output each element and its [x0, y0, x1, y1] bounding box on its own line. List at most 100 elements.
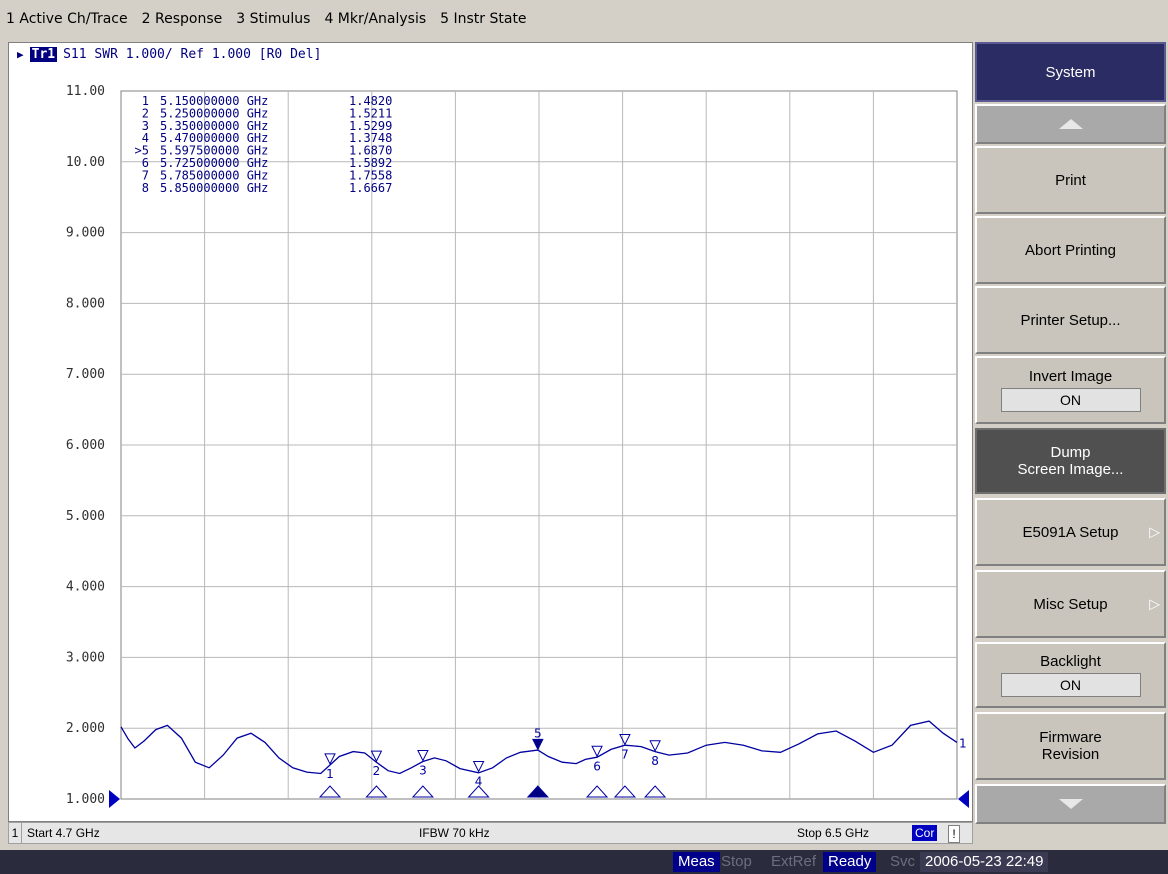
- status-ready: Ready: [823, 852, 877, 872]
- marker-position-indicator-icon: [526, 785, 549, 798]
- channel-status-bar: 1 Start 4.7 GHz IFBW 70 kHz Stop 6.5 GHz…: [8, 822, 973, 844]
- chart-panel[interactable]: 11.00 10.00 9.000 8.000 7.000 6.000 5.000 4.000…: [8, 42, 973, 822]
- marker-table-value: 1.4820: [349, 94, 392, 108]
- stop-frequency: Stop 6.5 GHz: [797, 826, 870, 840]
- channel-number: 1: [9, 823, 22, 843]
- misc-setup-button[interactable]: Misc Setup ▷: [975, 570, 1166, 638]
- y-tick-label: 9.000: [66, 226, 105, 241]
- status-meas: Meas: [673, 852, 720, 872]
- menu-response[interactable]: 2 Response: [141, 11, 223, 27]
- status-stop: Stop: [721, 853, 752, 870]
- marker-triangle-icon: [649, 740, 661, 752]
- marker-triangle-icon: [472, 760, 485, 773]
- trace-badge[interactable]: Tr1: [29, 46, 58, 62]
- y-tick-label: 8.000: [66, 296, 105, 311]
- submenu-arrow-icon: ▷: [1149, 523, 1160, 540]
- backlight-button[interactable]: Backlight ON: [975, 642, 1166, 708]
- marker-position-indicator-icon: [411, 785, 435, 798]
- firmware-label: Firmware: [1039, 729, 1102, 746]
- menu-stimulus[interactable]: 3 Stimulus: [236, 11, 311, 27]
- softkey-title: System: [975, 42, 1166, 102]
- marker-number-label: 1: [326, 767, 334, 781]
- start-frequency: Start 4.7 GHz: [27, 826, 100, 840]
- marker-table-number: 4: [142, 131, 149, 145]
- marker-table-frequency: 5.150000000 GHz: [160, 94, 268, 108]
- marker-table-frequency: 5.470000000 GHz: [160, 131, 268, 145]
- marker-position-indicator-icon: [613, 785, 637, 798]
- warning-indicator: !: [948, 825, 960, 843]
- y-tick-label: 4.000: [66, 580, 105, 595]
- e5091a-setup-button[interactable]: E5091A Setup ▷: [975, 498, 1166, 566]
- printer-setup-button[interactable]: Printer Setup...: [975, 286, 1166, 354]
- scroll-up-icon: [1058, 119, 1083, 129]
- marker-table-frequency: 5.785000000 GHz: [160, 168, 268, 182]
- marker-position-indicator-icon: [365, 785, 388, 798]
- menu-bar: 1 Active Ch/Trace 2 Response 3 Stimulus …: [0, 0, 1168, 38]
- marker-triangle-icon: [619, 733, 631, 746]
- backlight-label: Backlight: [1040, 653, 1101, 670]
- marker-table-value: 1.6870: [349, 144, 392, 158]
- trace-number-label: 1: [959, 736, 967, 750]
- menu-mkr-analysis[interactable]: 4 Mkr/Analysis: [324, 11, 427, 27]
- y-tick-label: 5.000: [66, 509, 105, 524]
- marker-number-label: 3: [419, 763, 427, 777]
- invert-image-label: Invert Image: [1028, 368, 1113, 385]
- invert-image-button[interactable]: Invert Image ON: [975, 356, 1166, 424]
- marker-number-label: 5: [534, 726, 542, 740]
- marker-table-frequency: 5.250000000 GHz: [160, 106, 268, 120]
- marker-table-frequency: 5.850000000 GHz: [160, 181, 268, 195]
- firmware-revision-button[interactable]: Firmware Revision: [975, 712, 1166, 780]
- marker-table-value: 1.3748: [349, 131, 392, 145]
- dump-label: Dump: [1050, 444, 1091, 461]
- revision-label: Revision: [1041, 746, 1100, 763]
- marker-table-value: 1.7558: [349, 168, 392, 182]
- dump-screen-image-button[interactable]: Dump Screen Image...: [975, 428, 1166, 494]
- marker-triangle-icon: [417, 749, 429, 762]
- marker-position-indicator-icon: [585, 785, 609, 798]
- marker-table-number: 1: [142, 94, 149, 108]
- abort-printing-button[interactable]: Abort Printing: [975, 216, 1166, 284]
- menu-instr-state[interactable]: 5 Instr State: [440, 11, 527, 27]
- active-trace-arrow-icon: ▶: [17, 47, 24, 61]
- softkey-panel: System Print Abort Printing Printer Setu…: [975, 40, 1168, 850]
- y-tick-label: 7.000: [66, 367, 105, 382]
- submenu-arrow-icon: ▷: [1149, 595, 1160, 612]
- reference-right-arrow-icon: [958, 790, 969, 808]
- marker-triangle-icon: [532, 738, 544, 751]
- marker-table-number: 6: [142, 156, 149, 170]
- plot-area[interactable]: 11.00 10.00 9.000 8.000 7.000 6.000 5.000 4.000…: [9, 43, 972, 821]
- marker-table-value: 1.5892: [349, 156, 392, 170]
- marker-number-label: 6: [593, 759, 601, 773]
- abort-printing-label: Abort Printing: [1025, 241, 1116, 259]
- screen-image-label: Screen Image...: [1017, 461, 1124, 478]
- scroll-up-button[interactable]: [975, 104, 1166, 144]
- y-tick-label: 2.000: [66, 721, 105, 736]
- marker-table-value: 1.5299: [349, 119, 392, 133]
- trace-line: [120, 720, 958, 775]
- marker-table-frequency: 5.725000000 GHz: [160, 156, 268, 170]
- print-label: Print: [1055, 171, 1086, 189]
- y-tick-label: 1.000: [66, 792, 105, 807]
- scroll-down-icon: [1058, 799, 1083, 809]
- marker-number-label: 7: [621, 747, 629, 761]
- softkey-title-label: System: [1045, 63, 1096, 81]
- scroll-down-button[interactable]: [975, 784, 1166, 824]
- status-datetime: 2006-05-23 22:49: [920, 852, 1049, 872]
- marker-triangle-icon: [324, 753, 336, 765]
- marker-position-indicator-icon: [467, 785, 490, 798]
- e5091a-setup-label: E5091A Setup: [1022, 523, 1119, 541]
- y-tick-label: 10.00: [66, 155, 105, 170]
- invert-image-value: ON: [1000, 388, 1141, 412]
- marker-triangle-icon: [591, 745, 603, 758]
- marker-number-label: 4: [475, 774, 483, 788]
- status-extref: ExtRef: [771, 853, 817, 870]
- marker-position-indicator-icon: [318, 785, 342, 798]
- marker-position-indicator-icon: [643, 785, 667, 798]
- marker-table-number: >5: [135, 144, 149, 158]
- misc-setup-label: Misc Setup: [1033, 595, 1108, 613]
- marker-number-label: 2: [373, 764, 381, 778]
- backlight-value: ON: [1000, 673, 1141, 697]
- print-button[interactable]: Print: [975, 146, 1166, 214]
- marker-table-value: 1.6667: [349, 181, 392, 195]
- menu-active-ch-trace[interactable]: 1 Active Ch/Trace: [6, 11, 128, 27]
